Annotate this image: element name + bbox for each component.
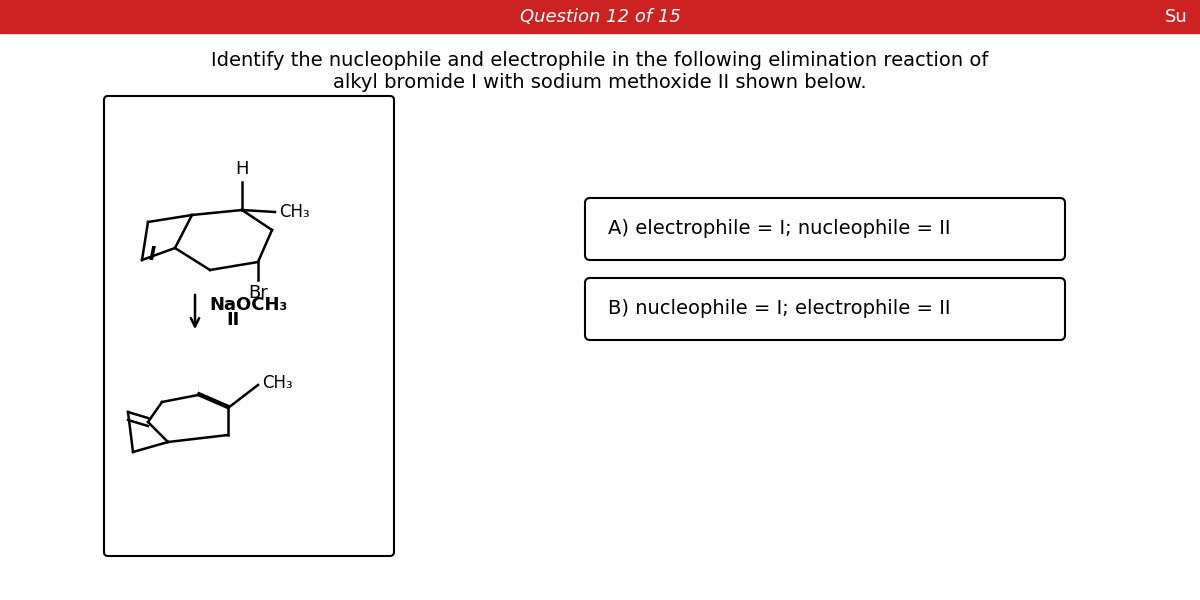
Text: H: H [235, 160, 248, 178]
Text: Su: Su [1165, 7, 1188, 25]
Text: Br: Br [248, 284, 268, 302]
Text: CH₃: CH₃ [278, 203, 310, 221]
FancyBboxPatch shape [586, 278, 1066, 340]
Text: alkyl bromide I with sodium methoxide II shown below.: alkyl bromide I with sodium methoxide II… [334, 73, 866, 91]
Bar [0, 0, 1200, 33]
Text: A) electrophile = I; nucleophile = II: A) electrophile = I; nucleophile = II [608, 220, 950, 238]
Text: B) nucleophile = I; electrophile = II: B) nucleophile = I; electrophile = II [608, 299, 950, 319]
Text: NaOCH₃: NaOCH₃ [209, 296, 287, 314]
Text: CH₃: CH₃ [262, 374, 293, 392]
Text: II: II [227, 311, 240, 329]
Text: Identify the nucleophile and electrophile in the following elimination reaction : Identify the nucleophile and electrophil… [211, 50, 989, 70]
Text: I: I [149, 245, 156, 265]
FancyBboxPatch shape [104, 96, 394, 556]
Text: Question 12 of 15: Question 12 of 15 [520, 7, 680, 25]
FancyBboxPatch shape [586, 198, 1066, 260]
